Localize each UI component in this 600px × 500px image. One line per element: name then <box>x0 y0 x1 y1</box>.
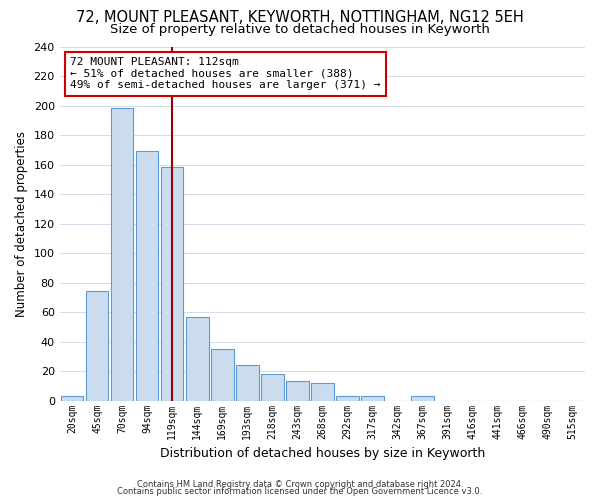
Bar <box>61 396 83 400</box>
Bar <box>136 152 158 400</box>
Bar <box>236 365 259 400</box>
Bar <box>161 168 184 400</box>
Bar <box>311 383 334 400</box>
X-axis label: Distribution of detached houses by size in Keyworth: Distribution of detached houses by size … <box>160 447 485 460</box>
Text: Size of property relative to detached houses in Keyworth: Size of property relative to detached ho… <box>110 22 490 36</box>
Bar <box>86 292 109 401</box>
Bar <box>261 374 284 400</box>
Text: Contains HM Land Registry data © Crown copyright and database right 2024.: Contains HM Land Registry data © Crown c… <box>137 480 463 489</box>
Text: 72 MOUNT PLEASANT: 112sqm
← 51% of detached houses are smaller (388)
49% of semi: 72 MOUNT PLEASANT: 112sqm ← 51% of detac… <box>70 57 380 90</box>
Bar <box>186 316 209 400</box>
Bar <box>411 396 434 400</box>
Bar <box>211 349 233 401</box>
Bar <box>286 382 308 400</box>
Bar <box>336 396 359 400</box>
Text: 72, MOUNT PLEASANT, KEYWORTH, NOTTINGHAM, NG12 5EH: 72, MOUNT PLEASANT, KEYWORTH, NOTTINGHAM… <box>76 10 524 25</box>
Y-axis label: Number of detached properties: Number of detached properties <box>15 130 28 316</box>
Text: Contains public sector information licensed under the Open Government Licence v3: Contains public sector information licen… <box>118 487 482 496</box>
Bar <box>111 108 133 401</box>
Bar <box>361 396 383 400</box>
